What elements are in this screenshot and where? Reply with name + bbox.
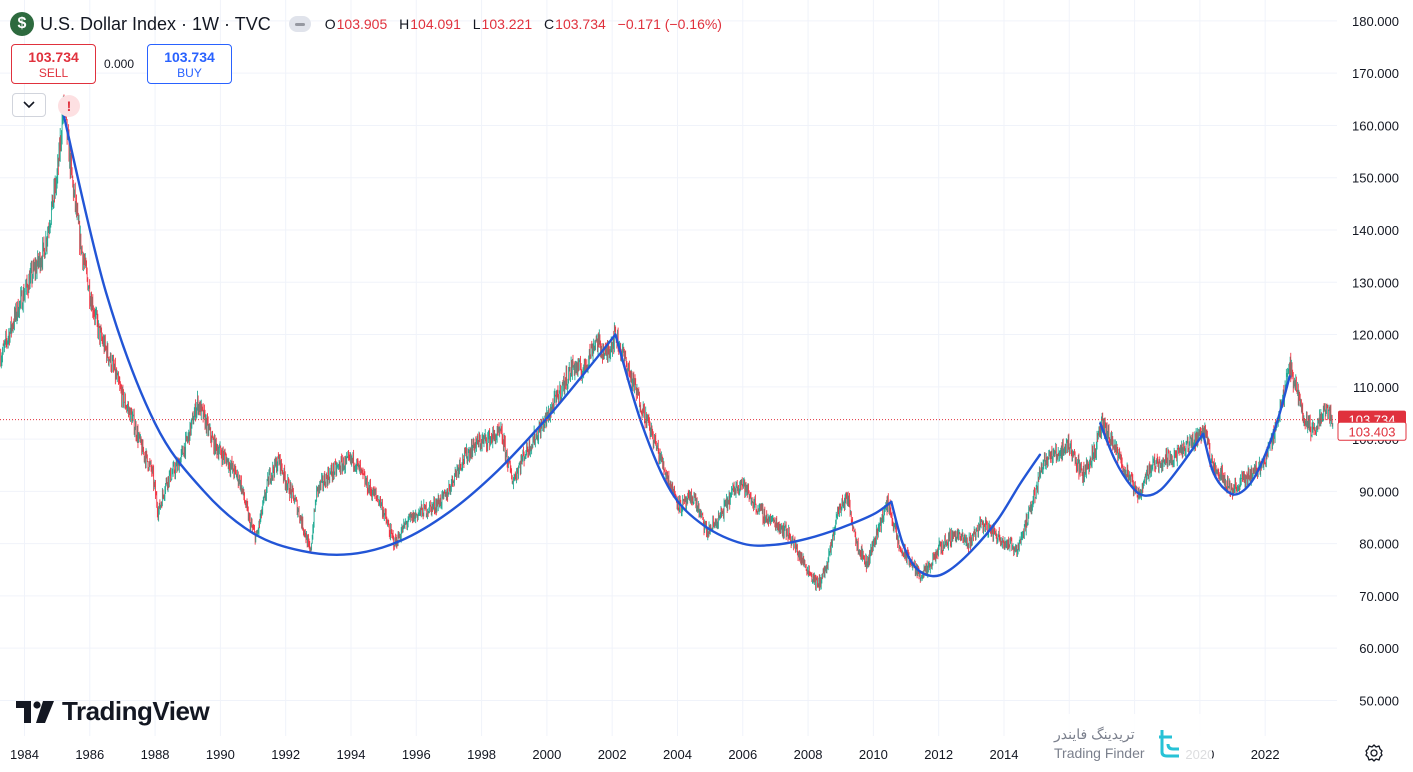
trend-curve (62, 113, 617, 556)
x-tick-label: 2002 (598, 747, 627, 762)
x-tick-label: 1996 (402, 747, 431, 762)
x-tick-label: 1994 (337, 747, 366, 762)
chevron-down-icon (23, 101, 35, 109)
y-tick-label: 180.000 (1352, 14, 1399, 29)
buy-button[interactable]: 103.734 BUY (147, 44, 232, 84)
high-value: 104.091 (410, 16, 461, 32)
trend-curve (1201, 375, 1291, 496)
close-value: 103.734 (555, 16, 606, 32)
secondary-price-label: 103.403 (1349, 424, 1396, 439)
y-tick-label: 110.000 (1353, 380, 1399, 395)
x-tick-label: 1992 (271, 747, 300, 762)
dollar-icon[interactable]: $ (10, 12, 34, 36)
x-tick-label: 2006 (728, 747, 757, 762)
x-tick-label: 2010 (859, 747, 888, 762)
sell-button[interactable]: 103.734 SELL (11, 44, 96, 84)
x-tick-label: 1990 (206, 747, 235, 762)
watermark-en: Trading Finder (1054, 745, 1145, 761)
trading-finder-icon (1159, 730, 1179, 758)
tradingview-logo[interactable]: TradingView (16, 696, 210, 727)
y-tick-label: 130.000 (1352, 275, 1399, 290)
sell-price: 103.734 (28, 49, 79, 65)
watermark: تریدینگ فایندر Trading Finder (1036, 714, 1212, 772)
y-tick-label: 120.000 (1352, 328, 1399, 343)
alert-icon[interactable]: ! (58, 95, 80, 117)
ohlc-readout: O103.905 H104.091 L103.221 C103.734 −0.1… (324, 16, 722, 32)
y-tick-label: 60.000 (1359, 641, 1399, 656)
y-tick-label: 70.000 (1359, 589, 1399, 604)
trend-curve (614, 333, 893, 547)
sell-label: SELL (38, 66, 69, 80)
x-tick-label: 1986 (75, 747, 104, 762)
tv-logo-icon (16, 700, 54, 723)
spread-value: 0.000 (104, 57, 135, 71)
symbol-title[interactable]: U.S. Dollar Index · 1W · TVC (40, 13, 271, 34)
x-tick-label: 1984 (10, 747, 39, 762)
open-value: 103.905 (336, 16, 388, 32)
logo-text: TradingView (62, 696, 210, 726)
trend-curve (1099, 422, 1205, 497)
y-tick-label: 140.000 (1352, 223, 1399, 238)
x-tick-label: 2014 (990, 747, 1019, 762)
x-tick-label: 1988 (141, 747, 170, 762)
x-tick-label: 2000 (532, 747, 561, 762)
trend-curve (890, 453, 1042, 578)
buy-label: BUY (177, 66, 202, 80)
x-tick-label: 2008 (794, 747, 823, 762)
secondary-price-tag (1337, 421, 1407, 441)
gear-icon[interactable] (1364, 743, 1384, 763)
low-value: 103.221 (481, 16, 533, 32)
y-tick-label: 160.000 (1352, 118, 1399, 133)
change-value: −0.171 (−0.16%) (617, 16, 722, 32)
watermark-fa: تریدینگ فایندر (1054, 726, 1135, 742)
x-tick-label: 2022 (1251, 747, 1280, 762)
y-tick-label: 150.000 (1352, 171, 1399, 186)
y-tick-label: 170.000 (1352, 66, 1399, 81)
y-tick-label: 80.000 (1359, 537, 1399, 552)
collapse-button[interactable] (12, 93, 46, 117)
y-tick-label: 90.000 (1359, 484, 1399, 499)
buy-price: 103.734 (164, 49, 215, 65)
x-tick-label: 2004 (663, 747, 692, 762)
chart-header: $ U.S. Dollar Index · 1W · TVC O103.905 … (10, 10, 730, 38)
toggle-pill-icon[interactable] (288, 16, 311, 32)
x-tick-label: 1998 (467, 747, 496, 762)
y-tick-label: 50.000 (1359, 693, 1399, 708)
x-tick-label: 2012 (924, 747, 953, 762)
